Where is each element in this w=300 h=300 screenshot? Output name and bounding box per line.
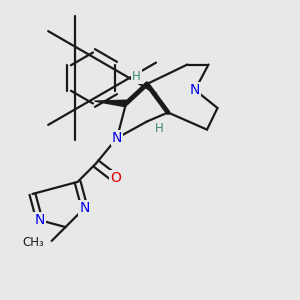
- Text: N: N: [190, 83, 200, 97]
- Text: CH₃: CH₃: [22, 236, 44, 249]
- Text: N: N: [34, 213, 45, 227]
- Text: N: N: [80, 201, 90, 215]
- Text: H: H: [154, 122, 164, 135]
- Polygon shape: [94, 100, 126, 107]
- Text: N: N: [112, 131, 122, 145]
- Text: H: H: [132, 70, 141, 83]
- Text: O: O: [110, 172, 121, 185]
